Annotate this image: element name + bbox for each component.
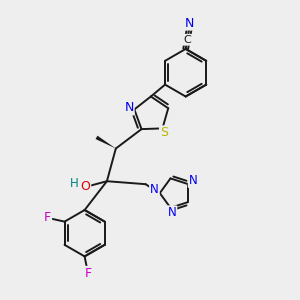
Text: N: N [184, 16, 194, 30]
Text: O: O [80, 180, 90, 193]
Text: N: N [124, 101, 134, 114]
Text: N: N [150, 183, 159, 196]
Polygon shape [95, 136, 116, 148]
Text: C: C [183, 35, 191, 45]
Text: F: F [85, 267, 92, 280]
Text: N: N [168, 206, 176, 219]
Text: S: S [160, 126, 168, 139]
Text: H: H [70, 176, 79, 190]
Text: N: N [189, 174, 197, 187]
Text: F: F [44, 211, 51, 224]
